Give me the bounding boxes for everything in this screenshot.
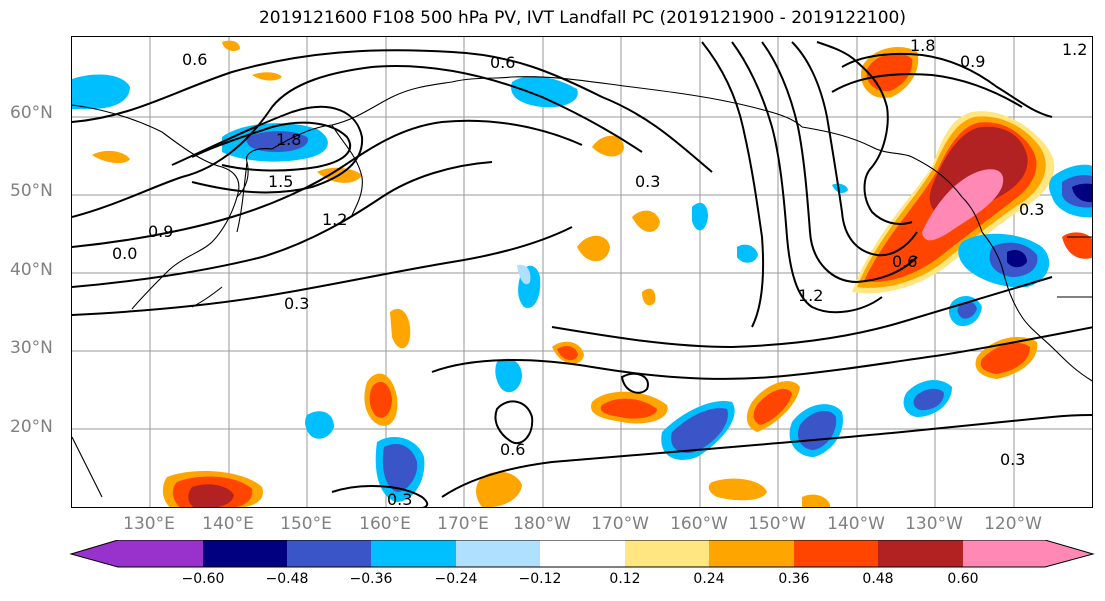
- lon-label-120w: 120°W: [984, 514, 1042, 534]
- coastlines: [72, 76, 1092, 498]
- colorbar-segment: [456, 540, 540, 567]
- contour-label: 0.6: [490, 53, 515, 72]
- colorbar-segment: [71, 540, 203, 567]
- contour-label: 0.9: [960, 52, 985, 71]
- colorbar-tick: 0.48: [862, 571, 894, 587]
- colorbar-segment: [794, 540, 878, 567]
- pv-contours: [72, 41, 1092, 507]
- colorbar-segment: [287, 540, 371, 567]
- contour-label: 1.8: [276, 130, 301, 149]
- contour-label-group: 0.6 0.6 1.8 1.5 1.2 0.9 0.0 0.3 0.3 1.2 …: [112, 37, 1087, 508]
- lon-label-130e: 130°E: [123, 514, 175, 534]
- contour-label: 0.3: [1000, 450, 1025, 469]
- map-title: 2019121600 F108 500 hPa PV, IVT Landfall…: [258, 8, 906, 28]
- contour-label: 0.9: [148, 222, 173, 241]
- contour-label: 0.6: [182, 50, 207, 69]
- lat-label-30n: 30°N: [10, 338, 53, 358]
- colorbar-segment: [625, 540, 709, 567]
- colorbar-segment: [963, 540, 1093, 567]
- colorbar-tick: 0.36: [778, 571, 810, 587]
- ivt-negative-anomalies: [72, 74, 1092, 502]
- contour-label: 1.2: [322, 210, 347, 229]
- colorbar-segment: [540, 540, 625, 567]
- colorbar-segments: [71, 540, 1093, 567]
- lat-label-60n: 60°N: [10, 103, 53, 123]
- colorbar-segment: [203, 540, 287, 567]
- lon-label-130w: 130°W: [905, 514, 963, 534]
- lon-label-150w: 150°W: [748, 514, 806, 534]
- contour-label: 0.3: [284, 294, 309, 313]
- colorbar-tick: −0.24: [434, 571, 478, 587]
- graticule: [72, 37, 1092, 507]
- lat-label-50n: 50°N: [10, 181, 53, 201]
- lat-label-40n: 40°N: [10, 260, 53, 280]
- map-canvas: 0.6 0.6 1.8 1.5 1.2 0.9 0.0 0.3 0.3 1.2 …: [72, 37, 1092, 508]
- contour-label: 0.6: [500, 440, 525, 459]
- colorbar-tick: −0.12: [518, 571, 562, 587]
- colorbar-segment: [878, 540, 963, 567]
- colorbar-tick: −0.48: [265, 571, 309, 587]
- colorbar-tick: 0.24: [693, 571, 725, 587]
- colorbar-segment: [709, 540, 794, 567]
- colorbar: [69, 540, 1095, 568]
- contour-label: 0.6: [892, 252, 917, 271]
- contour-label: 1.2: [1062, 40, 1087, 59]
- colorbar-tick: −0.60: [181, 571, 225, 587]
- colorbar-outline: [69, 540, 1095, 568]
- lon-label-140e: 140°E: [202, 514, 254, 534]
- contour-label: 0.3: [1019, 200, 1044, 219]
- map-panel: 0.6 0.6 1.8 1.5 1.2 0.9 0.0 0.3 0.3 1.2 …: [71, 36, 1093, 508]
- ivt-positive-anomalies: [92, 40, 1092, 507]
- lon-label-170w: 170°W: [591, 514, 649, 534]
- lon-label-140w: 140°W: [827, 514, 885, 534]
- colorbar-tick: 0.12: [609, 571, 641, 587]
- colorbar-tick: −0.36: [349, 571, 393, 587]
- lon-label-160e: 160°E: [359, 514, 411, 534]
- contour-label: 0.0: [112, 244, 137, 263]
- lon-label-180w: 180°W: [513, 514, 571, 534]
- contour-label: 0.3: [387, 490, 412, 508]
- contour-label: 1.8: [910, 37, 935, 55]
- colorbar-segment: [371, 540, 456, 567]
- contour-label: 0.3: [635, 172, 660, 191]
- lon-label-150e: 150°E: [280, 514, 332, 534]
- lon-label-160w: 160°W: [670, 514, 728, 534]
- lat-label-20n: 20°N: [10, 417, 53, 437]
- lon-label-170e: 170°E: [437, 514, 489, 534]
- contour-label: 1.5: [268, 172, 293, 191]
- colorbar-tick: 0.60: [947, 571, 979, 587]
- contour-label: 1.2: [798, 286, 823, 305]
